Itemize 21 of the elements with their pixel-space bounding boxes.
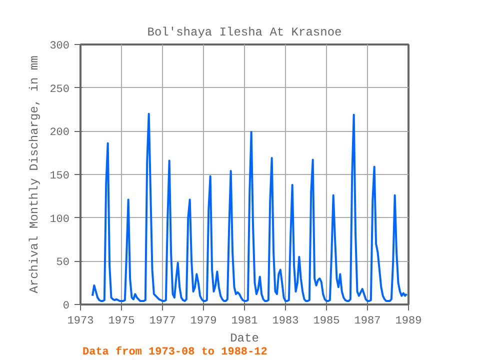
x-axis-title: Date [230,332,259,346]
y-tick-label: 100 [50,214,70,226]
x-tick-label: 1977 [149,316,176,328]
y-tick-label: 200 [50,127,70,140]
x-tick-label: 1981 [231,316,258,328]
line-series [91,112,408,302]
chart-title: Bol'shaya Ilesha At Krasnoe [147,26,342,40]
y-axis-title: Archival Monthly Discharge, in mm [28,56,42,294]
x-tick-label: 1985 [313,316,340,328]
x-tick-label: 1989 [395,316,422,328]
y-tick-label: 250 [50,84,70,96]
x-tick-label: 1987 [354,316,381,328]
x-tick-label: 1979 [190,316,217,328]
y-tick-label: 300 [50,40,70,52]
y-tick-label: 50 [56,257,70,270]
x-tick-label: 1975 [108,316,135,328]
y-tick-label: 0 [62,300,70,312]
x-tick-label: 1983 [272,316,299,328]
y-tick-label: 150 [50,170,70,182]
x-tick-label: 1973 [67,316,94,328]
text: Data from 1973-08 to 1988-12 [82,346,268,358]
